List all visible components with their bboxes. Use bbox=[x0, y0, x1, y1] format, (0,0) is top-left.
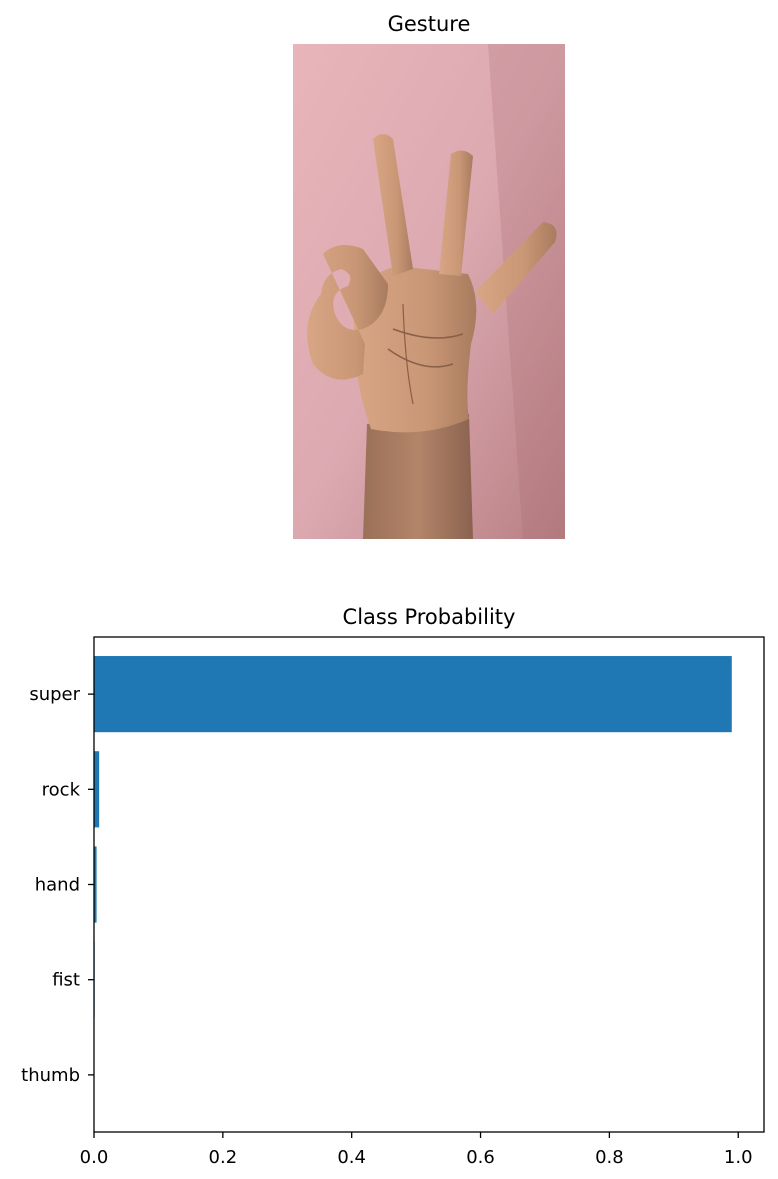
y-tick-label-fist: fist bbox=[52, 970, 80, 991]
bar-super bbox=[94, 656, 732, 733]
x-tick-label: 0.0 bbox=[80, 1147, 109, 1168]
x-tick-label: 0.6 bbox=[466, 1147, 495, 1168]
plot-frame bbox=[93, 636, 765, 1133]
x-tick-label: 0.2 bbox=[209, 1147, 238, 1168]
gesture-title: Gesture bbox=[387, 12, 471, 36]
y-tick-label-hand: hand bbox=[35, 875, 80, 896]
x-tick-label: 0.8 bbox=[595, 1147, 624, 1168]
bar-hand bbox=[94, 846, 97, 923]
y-tick-label-thumb: thumb bbox=[21, 1065, 80, 1086]
x-tick-label: 1.0 bbox=[724, 1147, 753, 1168]
chart-title: Class Probability bbox=[342, 605, 516, 629]
y-tick-label-rock: rock bbox=[42, 779, 81, 800]
y-tick-label-super: super bbox=[29, 684, 80, 705]
x-tick-label: 0.4 bbox=[337, 1147, 366, 1168]
gesture-photo bbox=[293, 44, 565, 539]
bar-rock bbox=[94, 751, 100, 828]
